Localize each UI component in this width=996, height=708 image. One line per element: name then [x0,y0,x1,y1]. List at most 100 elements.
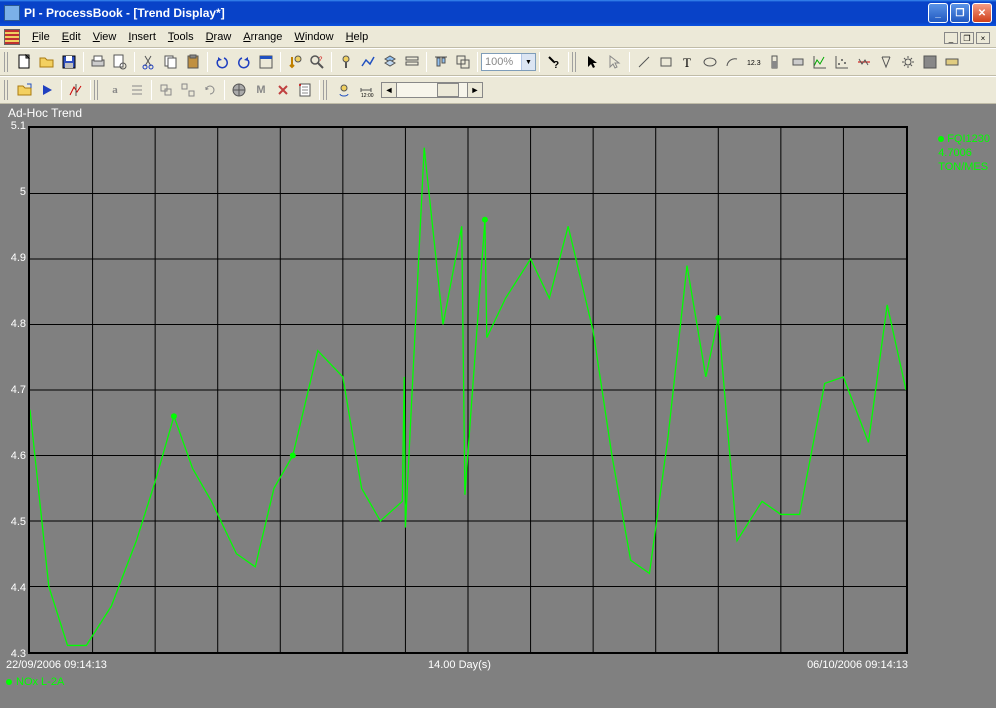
open-display-button[interactable] [14,79,36,101]
save-button[interactable] [58,51,80,73]
app-icon [4,5,20,21]
xyplot-tool-button[interactable] [831,51,853,73]
x-axis-end-label: 06/10/2006 09:14:13 [807,659,908,671]
y-tick-label: 5.1 [0,120,26,132]
minimize-button[interactable]: _ [928,3,948,23]
build-mode-button[interactable] [335,51,357,73]
batch-tool-button[interactable] [875,51,897,73]
zoom-combo[interactable]: 100% ▼ [481,53,536,71]
properties-button[interactable] [294,79,316,101]
scroll-thumb[interactable] [437,83,459,97]
copy-button[interactable] [160,51,182,73]
footer-series-label: NOx L-2A [6,676,64,688]
series-marker-icon [6,679,12,685]
composite-tool-button[interactable] [919,51,941,73]
toolbar-standard: ? 100% ▼ ? T 12.3 [0,48,996,76]
print-button[interactable] [87,51,109,73]
menu-window[interactable]: Window [288,29,339,45]
toolbar-grip[interactable] [4,52,10,72]
value-tool-button[interactable]: 12.3 [743,51,765,73]
chart-title: Ad-Hoc Trend [8,106,82,120]
print-preview-button[interactable] [109,51,131,73]
menu-edit[interactable]: Edit [56,29,87,45]
scroll-track[interactable] [397,82,467,98]
tag-search-button[interactable]: ? [306,51,328,73]
align-button[interactable] [126,79,148,101]
run-button[interactable] [36,79,58,101]
close-button[interactable]: ✕ [972,3,992,23]
time-scroll[interactable]: ◄ ► [381,82,483,98]
globe-button[interactable] [228,79,250,101]
y-tick-label: 4.8 [0,318,26,330]
scroll-left-button[interactable]: ◄ [381,82,397,98]
mdi-restore-button[interactable]: ❐ [960,32,974,44]
ungroup-button[interactable] [177,79,199,101]
rectangle-tool-button[interactable] [655,51,677,73]
sqc-tool-button[interactable] [853,51,875,73]
toolbar-trend: a M 12:00 ◄ ► [0,76,996,104]
ellipse-tool-button[interactable] [699,51,721,73]
connections-button[interactable] [284,51,306,73]
button-tool-button[interactable] [787,51,809,73]
time-range-button[interactable]: 12:00 [355,79,377,101]
bar-tool-button[interactable] [765,51,787,73]
cut-button[interactable] [138,51,160,73]
select-tool-button[interactable] [604,51,626,73]
menu-insert[interactable]: Insert [122,29,162,45]
trend-tool-button[interactable] [809,51,831,73]
scroll-right-button[interactable]: ► [467,82,483,98]
group-button[interactable] [155,79,177,101]
settings-tool-button[interactable] [897,51,919,73]
toolbar-grip[interactable] [4,80,10,100]
control-tool-button[interactable] [941,51,963,73]
toolbar-grip[interactable] [572,52,578,72]
toolbar-grip[interactable] [94,80,100,100]
legend-value: 4.7006 [938,146,990,160]
menu-tools[interactable]: Tools [162,29,200,45]
group-button[interactable] [452,51,474,73]
revert-button[interactable] [333,79,355,101]
legend-tag: FQI1230 [947,133,990,145]
rotate-button[interactable] [199,79,221,101]
menu-file[interactable]: File [26,29,56,45]
menu-help[interactable]: Help [340,29,375,45]
menu-arrange[interactable]: Arrange [237,29,288,45]
chart-area: Ad-Hoc Trend 4.34.44.54.64.74.84.955.1 2… [0,104,996,708]
maximize-button[interactable]: ❐ [950,3,970,23]
pointer-tool-button[interactable] [582,51,604,73]
undo-button[interactable] [211,51,233,73]
align-top-button[interactable] [430,51,452,73]
y-tick-label: 4.7 [0,384,26,396]
bold-button[interactable]: a [104,79,126,101]
format-button[interactable] [401,51,423,73]
text-tool-button[interactable]: T [677,51,699,73]
new-button[interactable] [14,51,36,73]
m-button[interactable]: M [250,79,272,101]
layers-button[interactable] [379,51,401,73]
x-axis-mid-label: 14.00 Day(s) [428,659,491,671]
arc-tool-button[interactable] [721,51,743,73]
svg-text:?: ? [553,60,559,70]
menu-view[interactable]: View [87,29,123,45]
paste-button[interactable] [182,51,204,73]
mdi-close-button[interactable]: × [976,32,990,44]
y-tick-label: 4.6 [0,450,26,462]
legend-unit: TON/MES [938,160,990,174]
mdi-minimize-button[interactable]: _ [944,32,958,44]
redo-button[interactable] [233,51,255,73]
trend-cursor-button[interactable] [65,79,87,101]
chart-plot[interactable] [28,126,908,654]
trace-button[interactable] [357,51,379,73]
open-button[interactable] [36,51,58,73]
zoom-dropdown-button[interactable]: ▼ [521,54,535,70]
window-titlebar: PI - ProcessBook - [Trend Display*] _ ❐ … [0,0,996,26]
help-button[interactable]: ? [543,51,565,73]
menubar: FileEditViewInsertToolsDrawArrangeWindow… [0,26,996,48]
toolbar-grip[interactable] [323,80,329,100]
menu-draw[interactable]: Draw [200,29,238,45]
full-screen-button[interactable] [255,51,277,73]
x-button[interactable] [272,79,294,101]
svg-text:12.3: 12.3 [747,60,761,67]
line-tool-button[interactable] [633,51,655,73]
legend: FQI1230 4.7006 TON/MES [938,132,990,174]
